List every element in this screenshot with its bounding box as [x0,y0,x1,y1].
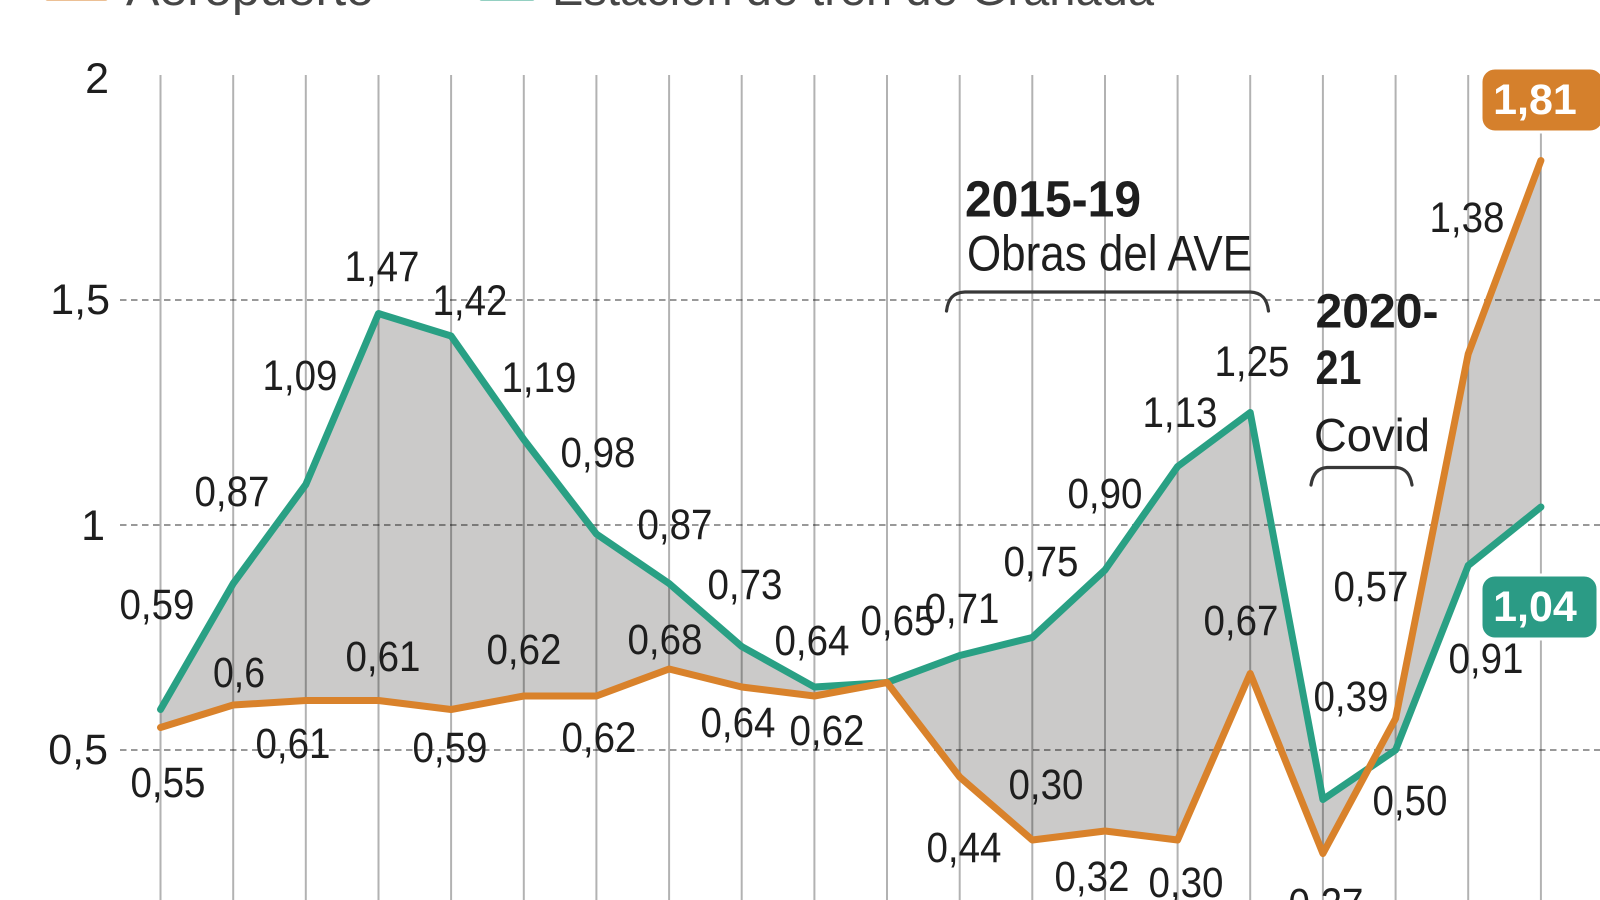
svg-text:Aeropuerto: Aeropuerto [126,0,374,16]
svg-text:0,6: 0,6 [213,649,265,697]
svg-text:2: 2 [85,55,109,103]
svg-text:0,62: 0,62 [790,707,865,755]
svg-text:0,91: 0,91 [1449,635,1524,683]
svg-text:1,42: 1,42 [433,277,508,325]
svg-text:0,27: 0,27 [1289,880,1364,900]
svg-text:0,61: 0,61 [256,720,331,768]
svg-text:0,68: 0,68 [628,616,703,664]
svg-text:1,13: 1,13 [1143,389,1218,437]
svg-text:0,67: 0,67 [1204,597,1279,645]
svg-text:0,44: 0,44 [927,824,1002,872]
svg-text:Covid: Covid [1314,409,1430,461]
svg-text:0,55: 0,55 [131,759,206,807]
svg-text:0,59: 0,59 [120,581,195,629]
svg-text:1,47: 1,47 [345,243,420,291]
svg-text:0,62: 0,62 [562,714,637,762]
svg-text:0,5: 0,5 [48,726,108,774]
svg-text:1: 1 [81,502,105,550]
svg-text:0,87: 0,87 [638,501,713,549]
svg-text:Obras del AVE: Obras del AVE [967,226,1252,282]
svg-text:1,09: 1,09 [263,352,338,400]
svg-text:0,90: 0,90 [1068,470,1143,518]
svg-text:0,32: 0,32 [1055,853,1130,900]
svg-text:2020-: 2020- [1316,286,1439,339]
svg-text:0,71: 0,71 [925,585,1000,633]
svg-text:1,5: 1,5 [50,276,110,324]
svg-text:0,50: 0,50 [1373,777,1448,825]
svg-text:1,04: 1,04 [1493,583,1577,631]
svg-text:21: 21 [1316,342,1362,395]
svg-text:0,87: 0,87 [195,468,270,516]
svg-text:1,25: 1,25 [1215,338,1290,386]
svg-text:1,19: 1,19 [502,354,577,402]
svg-text:0,39: 0,39 [1314,673,1389,721]
svg-text:0,59: 0,59 [413,724,488,772]
svg-text:0,64: 0,64 [701,699,776,747]
svg-text:0,98: 0,98 [561,429,636,477]
svg-text:0,64: 0,64 [775,617,850,665]
svg-text:2015-19: 2015-19 [965,171,1141,228]
svg-text:0,65: 0,65 [861,597,936,645]
svg-text:0,30: 0,30 [1149,859,1224,900]
svg-text:0,61: 0,61 [346,633,421,681]
svg-text:1,38: 1,38 [1430,194,1505,242]
svg-text:Estación de tren de Granada: Estación de tren de Granada [552,0,1154,16]
svg-text:0,73: 0,73 [708,561,783,609]
svg-text:0,30: 0,30 [1009,761,1084,809]
svg-text:1,81: 1,81 [1493,76,1577,124]
svg-text:0,62: 0,62 [487,626,562,674]
svg-text:0,75: 0,75 [1004,538,1079,586]
svg-text:0,57: 0,57 [1334,563,1409,611]
